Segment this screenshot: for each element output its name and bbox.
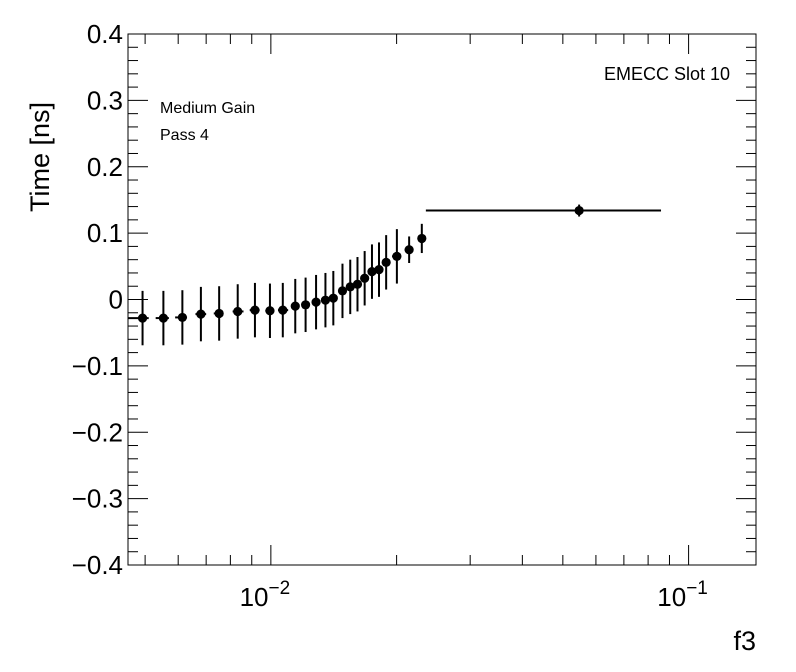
point-marker xyxy=(290,301,300,311)
y-tick-label: 0.2 xyxy=(87,152,123,182)
pass-annotation: Pass 4 xyxy=(160,127,209,144)
slot-annotation: EMECC Slot 10 xyxy=(604,64,730,84)
data-series xyxy=(128,204,662,346)
point-marker xyxy=(300,300,311,310)
point-marker xyxy=(392,251,402,261)
x-tick-label: 10−1 xyxy=(657,578,708,612)
data-point xyxy=(320,272,331,328)
x-axis-tick-labels: 10−2 10−1 xyxy=(240,578,708,612)
data-point xyxy=(425,204,662,217)
point-marker xyxy=(311,297,321,307)
point-marker xyxy=(417,233,427,244)
point-marker xyxy=(574,205,584,216)
point-marker xyxy=(278,305,288,315)
point-marker xyxy=(360,273,370,283)
point-marker xyxy=(265,306,275,316)
data-point xyxy=(213,286,224,341)
data-point xyxy=(392,229,402,284)
data-point xyxy=(417,223,427,254)
y-tick-label: 0 xyxy=(109,285,123,315)
point-marker xyxy=(320,295,331,305)
x-tick-label: 10−2 xyxy=(240,578,291,612)
y-tick-label: −0.3 xyxy=(72,484,123,514)
data-point xyxy=(374,242,384,297)
point-marker xyxy=(381,257,391,267)
point-marker xyxy=(250,305,260,315)
data-point xyxy=(404,236,414,263)
data-point xyxy=(195,286,207,342)
point-marker xyxy=(158,313,168,323)
data-point xyxy=(311,274,321,330)
data-point xyxy=(352,257,363,312)
data-point xyxy=(290,278,300,334)
point-marker xyxy=(352,279,363,289)
data-point xyxy=(300,277,311,333)
data-point xyxy=(175,290,188,345)
y-tick-label: 0.1 xyxy=(87,218,123,248)
point-marker xyxy=(367,267,377,277)
x-axis-title: f3 xyxy=(733,626,756,656)
data-point xyxy=(328,270,338,326)
point-marker xyxy=(233,306,243,317)
data-point xyxy=(155,290,169,346)
data-point xyxy=(367,244,377,299)
y-tick-label: −0.2 xyxy=(72,417,123,447)
point-marker xyxy=(328,293,338,303)
data-point xyxy=(232,284,244,339)
point-marker xyxy=(196,309,206,319)
gain-annotation: Medium Gain xyxy=(160,100,255,117)
point-marker xyxy=(404,245,414,255)
x-axis-ticks xyxy=(144,34,690,565)
y-tick-label: −0.4 xyxy=(72,550,123,580)
data-point xyxy=(337,263,348,319)
data-point xyxy=(381,235,391,290)
point-marker xyxy=(337,286,348,296)
data-point xyxy=(249,282,260,338)
point-marker xyxy=(177,312,187,323)
data-point xyxy=(128,290,149,346)
y-tick-label: −0.1 xyxy=(72,351,123,381)
y-axis-ticks xyxy=(128,33,756,566)
data-point xyxy=(265,283,275,338)
point-marker xyxy=(374,265,384,275)
point-marker xyxy=(214,308,224,319)
y-tick-label: 0.4 xyxy=(87,19,123,49)
data-point xyxy=(360,251,370,306)
y-tick-label: 0.3 xyxy=(87,85,123,115)
point-marker xyxy=(345,282,355,292)
y-axis-tick-labels: −0.4 −0.3 −0.2 −0.1 0 0.1 0.2 0.3 0.4 xyxy=(72,19,123,580)
data-point xyxy=(277,282,289,338)
y-axis-title: Time [ns] xyxy=(25,102,55,212)
data-point xyxy=(345,259,355,315)
point-marker xyxy=(137,313,148,323)
